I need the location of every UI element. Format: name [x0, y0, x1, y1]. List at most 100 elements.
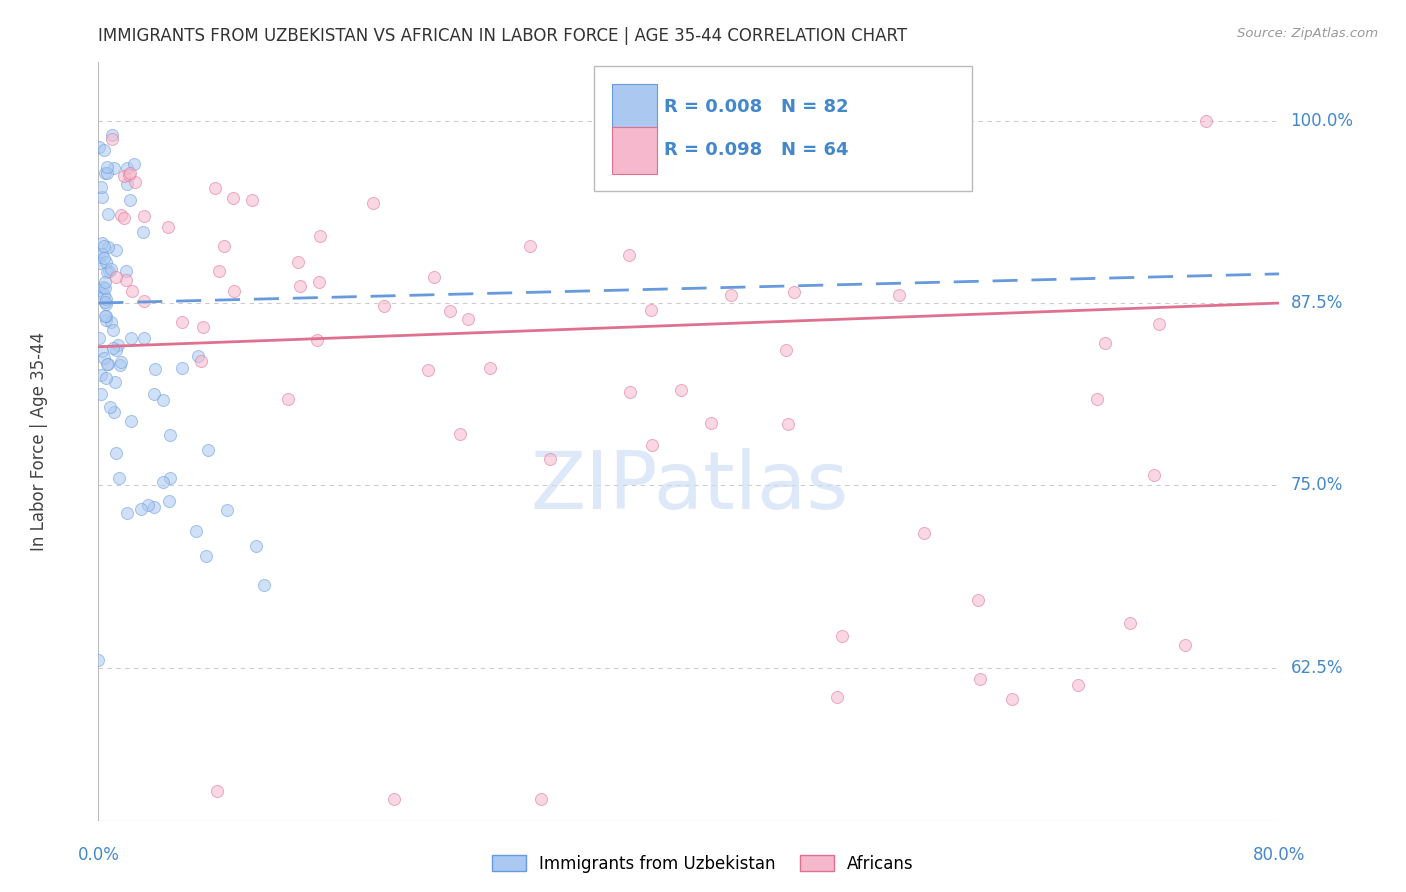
- Point: [969, 672, 991, 686]
- Point: [114, 273, 136, 287]
- Point: [122, 157, 145, 171]
- Point: [382, 791, 405, 805]
- Point: [1085, 392, 1108, 407]
- Point: [94, 255, 117, 269]
- Point: [90, 247, 112, 261]
- Point: [91, 343, 114, 358]
- Point: [439, 303, 461, 318]
- Point: [775, 343, 797, 357]
- Point: [831, 629, 853, 643]
- Point: [619, 384, 641, 399]
- Point: [97, 207, 120, 221]
- Point: [530, 791, 553, 805]
- Point: [115, 264, 138, 278]
- Point: [134, 331, 156, 345]
- Point: [783, 285, 806, 300]
- Point: [94, 166, 117, 180]
- Point: [107, 337, 129, 351]
- Point: [245, 539, 267, 553]
- Point: [94, 309, 117, 323]
- Point: [91, 280, 114, 294]
- Point: [108, 358, 131, 372]
- Point: [825, 690, 848, 704]
- Point: [118, 169, 141, 183]
- Point: [187, 349, 209, 363]
- Point: [94, 309, 117, 323]
- Point: [129, 502, 152, 516]
- Point: [538, 452, 561, 467]
- Point: [112, 169, 135, 183]
- Text: Source: ZipAtlas.com: Source: ZipAtlas.com: [1237, 27, 1378, 40]
- Point: [143, 387, 166, 401]
- Text: R = 0.098   N = 64: R = 0.098 N = 64: [664, 142, 849, 160]
- Point: [156, 220, 179, 235]
- Point: [103, 405, 125, 419]
- Point: [107, 470, 129, 484]
- Point: [157, 493, 180, 508]
- Point: [966, 593, 988, 607]
- Point: [132, 225, 155, 239]
- Point: [186, 524, 208, 538]
- Point: [152, 475, 174, 489]
- Point: [98, 264, 121, 278]
- Point: [89, 256, 111, 270]
- Text: 100.0%: 100.0%: [1291, 112, 1354, 129]
- Point: [94, 293, 117, 307]
- Legend: Immigrants from Uzbekistan, Africans: Immigrants from Uzbekistan, Africans: [485, 848, 921, 880]
- Point: [110, 355, 132, 369]
- Text: 80.0%: 80.0%: [1253, 846, 1306, 863]
- Point: [307, 333, 329, 347]
- Point: [159, 428, 181, 442]
- Text: 62.5%: 62.5%: [1291, 658, 1343, 676]
- Point: [96, 239, 118, 253]
- Point: [94, 281, 117, 295]
- Point: [93, 295, 115, 310]
- Point: [197, 442, 219, 457]
- Point: [97, 357, 120, 371]
- Point: [87, 331, 110, 345]
- Point: [619, 248, 641, 262]
- Point: [120, 331, 142, 345]
- Point: [124, 175, 146, 189]
- Point: [699, 416, 721, 430]
- Text: 75.0%: 75.0%: [1291, 476, 1343, 494]
- Point: [136, 498, 159, 512]
- Point: [101, 132, 124, 146]
- Point: [115, 506, 138, 520]
- Point: [519, 239, 541, 253]
- Point: [91, 189, 114, 203]
- Point: [93, 239, 115, 253]
- Point: [100, 262, 122, 277]
- Point: [110, 208, 132, 222]
- Point: [104, 375, 127, 389]
- Point: [640, 303, 662, 318]
- Point: [94, 312, 117, 326]
- Point: [142, 500, 165, 514]
- Point: [96, 297, 118, 311]
- Point: [449, 426, 471, 441]
- Point: [115, 177, 138, 191]
- Point: [115, 161, 138, 176]
- Point: [205, 784, 228, 798]
- Point: [112, 211, 135, 225]
- Point: [253, 578, 276, 592]
- Point: [373, 299, 395, 313]
- Point: [94, 276, 117, 290]
- Point: [277, 392, 299, 406]
- Point: [208, 264, 231, 278]
- Point: [416, 363, 439, 377]
- Point: [96, 165, 118, 179]
- Point: [89, 140, 111, 154]
- Point: [132, 210, 155, 224]
- Text: IMMIGRANTS FROM UZBEKISTAN VS AFRICAN IN LABOR FORCE | AGE 35-44 CORRELATION CHA: IMMIGRANTS FROM UZBEKISTAN VS AFRICAN IN…: [98, 27, 907, 45]
- Point: [103, 322, 125, 336]
- Point: [91, 235, 114, 250]
- Point: [118, 166, 141, 180]
- Point: [240, 194, 263, 208]
- Point: [641, 438, 664, 452]
- Point: [191, 319, 214, 334]
- Point: [89, 283, 111, 297]
- Point: [90, 368, 112, 383]
- Point: [457, 311, 479, 326]
- Point: [195, 549, 218, 563]
